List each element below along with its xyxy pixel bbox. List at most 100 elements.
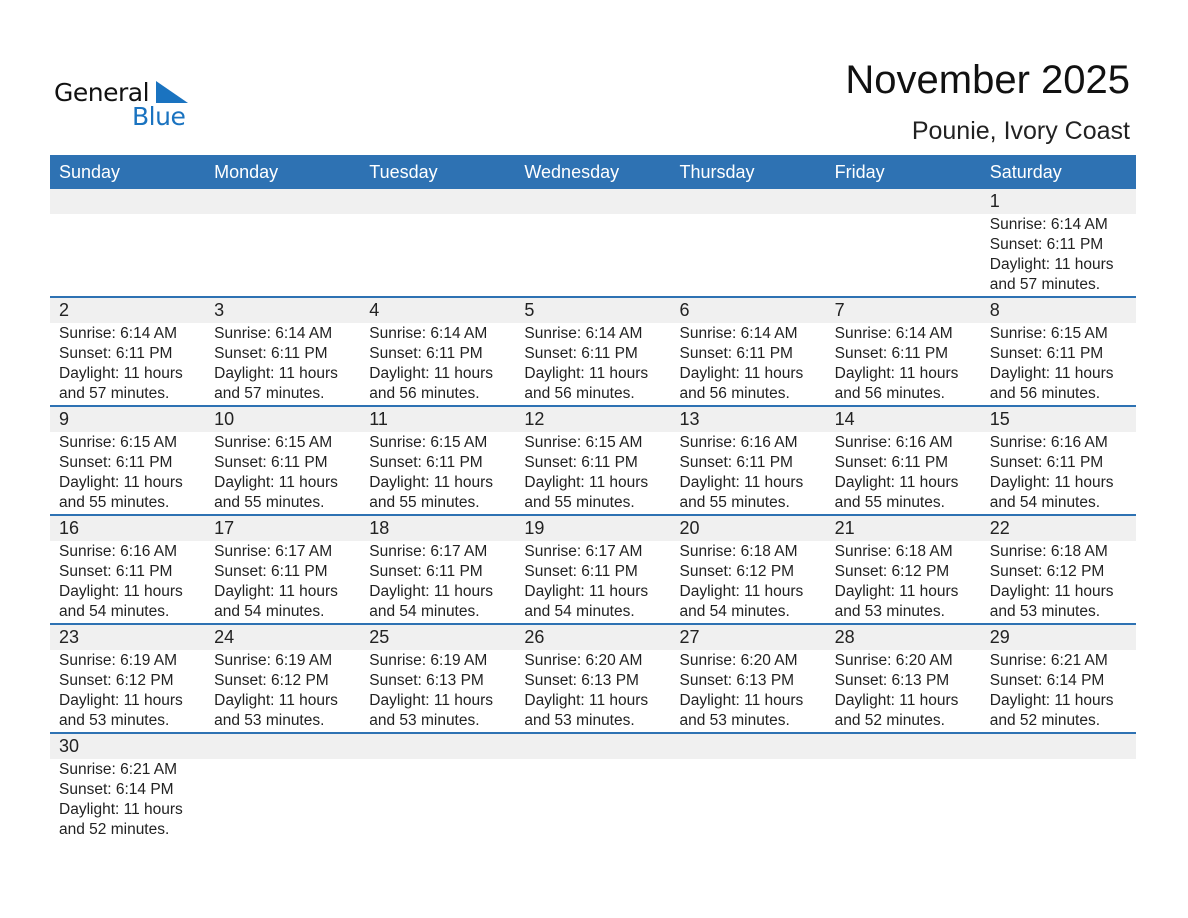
day-cell: 10 Sunrise: 6:15 AM Sunset: 6:11 PM Dayligh… (205, 407, 360, 514)
daylight-text: Daylight: 11 hours (214, 365, 338, 382)
sunset-text: Sunset: 6:11 PM (59, 454, 173, 471)
day-number: 19 (524, 518, 545, 538)
sunrise-text: Sunrise: 6:15 AM (214, 434, 333, 451)
daylight-text: Daylight: 11 hours (679, 692, 804, 709)
daylight-minutes-text: and 53 minutes. (989, 603, 1101, 620)
day-number: 30 (59, 736, 80, 756)
sunset-text: Sunset: 6:11 PM (214, 454, 328, 471)
empty-day-cell (826, 734, 981, 841)
daylight-minutes-text: and 55 minutes. (834, 494, 945, 511)
empty-day-cell (360, 734, 515, 841)
daylight-text: Daylight: 11 hours (214, 474, 338, 491)
day-number (214, 734, 360, 759)
daylight-text: Daylight: 11 hours (59, 474, 183, 491)
sunrise-text: Sunrise: 6:15 AM (989, 325, 1108, 342)
day-number: 17 (214, 518, 235, 538)
day-number: 11 (369, 409, 388, 429)
day-info: Sunrise: 6:18 AM Sunset: 6:12 PM Daylight:… (990, 541, 1136, 622)
day-info: Sunrise: 6:15 AM Sunset: 6:11 PM Daylight:… (59, 432, 205, 513)
day-number: 3 (214, 300, 225, 320)
day-info: Sunrise: 6:16 AM Sunset: 6:11 PM Daylight:… (680, 432, 826, 513)
sunrise-text: Sunrise: 6:20 AM (524, 652, 643, 669)
daylight-text: Daylight: 11 hours (989, 692, 1114, 709)
daylight-minutes-text: and 52 minutes. (989, 712, 1101, 729)
day-number (524, 734, 670, 759)
sunrise-text: Sunrise: 6:17 AM (369, 543, 488, 560)
day-number: 28 (834, 627, 855, 647)
day-info: Sunrise: 6:14 AM Sunset: 6:11 PM Daylight:… (835, 323, 981, 404)
daylight-minutes-text: and 55 minutes. (59, 494, 170, 511)
sunset-text: Sunset: 6:14 PM (59, 781, 174, 798)
day-info: Sunrise: 6:16 AM Sunset: 6:11 PM Daylight:… (59, 541, 205, 622)
daylight-minutes-text: and 57 minutes. (989, 276, 1101, 293)
sunset-text: Sunset: 6:12 PM (989, 563, 1105, 580)
day-info: Sunrise: 6:19 AM Sunset: 6:12 PM Daylight:… (214, 650, 360, 731)
day-number (524, 189, 670, 214)
day-cell: 21 Sunrise: 6:18 AM Sunset: 6:12 PM Dayligh… (826, 516, 981, 623)
daylight-minutes-text: and 54 minutes. (524, 603, 635, 620)
day-info: Sunrise: 6:15 AM Sunset: 6:11 PM Daylight:… (524, 432, 670, 513)
day-cell: 19 Sunrise: 6:17 AM Sunset: 6:11 PM Dayligh… (515, 516, 670, 623)
generalblue-logo: General Blue (54, 78, 194, 131)
weekday-saturday: Saturday (989, 162, 1062, 182)
day-info: Sunrise: 6:20 AM Sunset: 6:13 PM Daylight:… (680, 650, 826, 731)
daylight-text: Daylight: 11 hours (679, 583, 804, 600)
sunset-text: Sunset: 6:11 PM (989, 236, 1104, 253)
day-info: Sunrise: 6:19 AM Sunset: 6:12 PM Daylight:… (59, 650, 205, 731)
empty-day-cell (981, 734, 1136, 841)
sunset-text: Sunset: 6:11 PM (834, 345, 949, 362)
weeks-container: 1 Sunrise: 6:14 AM Sunset: 6:11 PM Daylight… (50, 189, 1136, 841)
day-number (835, 189, 981, 214)
day-number: 13 (679, 409, 700, 429)
empty-day-cell (671, 734, 826, 841)
day-info: Sunrise: 6:20 AM Sunset: 6:13 PM Daylight:… (835, 650, 981, 731)
day-number: 12 (524, 409, 545, 429)
day-number: 10 (214, 409, 235, 429)
day-cell: 17 Sunrise: 6:17 AM Sunset: 6:11 PM Dayligh… (205, 516, 360, 623)
daylight-text: Daylight: 11 hours (369, 692, 494, 709)
day-info: Sunrise: 6:21 AM Sunset: 6:14 PM Daylight:… (59, 759, 205, 840)
daylight-text: Daylight: 11 hours (524, 692, 649, 709)
sunset-text: Sunset: 6:11 PM (59, 345, 173, 362)
daylight-minutes-text: and 56 minutes. (679, 385, 790, 402)
sunrise-text: Sunrise: 6:19 AM (214, 652, 333, 669)
sunset-text: Sunset: 6:11 PM (59, 563, 173, 580)
day-cell: 14 Sunrise: 6:16 AM Sunset: 6:11 PM Dayligh… (826, 407, 981, 514)
sunrise-text: Sunrise: 6:14 AM (989, 216, 1108, 233)
week-row: 16 Sunrise: 6:16 AM Sunset: 6:11 PM Dayligh… (50, 516, 1136, 625)
page-title: November 2025 (845, 58, 1130, 102)
empty-day-cell (205, 734, 360, 841)
empty-day-cell (826, 189, 981, 296)
day-number: 21 (834, 518, 855, 538)
week-row: 30 Sunrise: 6:21 AM Sunset: 6:14 PM Dayligh… (50, 734, 1136, 841)
day-number: 16 (59, 518, 80, 538)
daylight-minutes-text: and 57 minutes. (59, 385, 170, 402)
daylight-text: Daylight: 11 hours (524, 583, 649, 600)
day-number (59, 189, 205, 214)
day-number: 8 (989, 300, 1000, 320)
sunset-text: Sunset: 6:11 PM (989, 454, 1104, 471)
day-cell: 25 Sunrise: 6:19 AM Sunset: 6:13 PM Dayligh… (360, 625, 515, 732)
day-cell: 5 Sunrise: 6:14 AM Sunset: 6:11 PM Daylight… (515, 298, 670, 405)
day-number: 2 (59, 300, 70, 320)
daylight-minutes-text: and 54 minutes. (679, 603, 790, 620)
day-number: 1 (989, 191, 1000, 211)
weekday-thursday: Thursday (679, 162, 755, 182)
daylight-minutes-text: and 55 minutes. (369, 494, 480, 511)
daylight-text: Daylight: 11 hours (524, 365, 649, 382)
sunset-text: Sunset: 6:14 PM (989, 672, 1105, 689)
weekday-sunday: Sunday (59, 162, 121, 182)
daylight-text: Daylight: 11 hours (679, 365, 804, 382)
daylight-text: Daylight: 11 hours (59, 365, 183, 382)
day-info: Sunrise: 6:15 AM Sunset: 6:11 PM Daylight:… (369, 432, 515, 513)
daylight-text: Daylight: 11 hours (59, 692, 183, 709)
day-info: Sunrise: 6:14 AM Sunset: 6:11 PM Daylight:… (59, 323, 205, 404)
day-info: Sunrise: 6:21 AM Sunset: 6:14 PM Daylight:… (990, 650, 1136, 731)
daylight-minutes-text: and 56 minutes. (989, 385, 1101, 402)
day-number: 24 (214, 627, 235, 647)
sunset-text: Sunset: 6:11 PM (369, 345, 483, 362)
empty-day-cell (360, 189, 515, 296)
day-info: Sunrise: 6:19 AM Sunset: 6:13 PM Daylight:… (369, 650, 515, 731)
sunset-text: Sunset: 6:12 PM (214, 672, 329, 689)
week-row: 9 Sunrise: 6:15 AM Sunset: 6:11 PM Daylight… (50, 407, 1136, 516)
